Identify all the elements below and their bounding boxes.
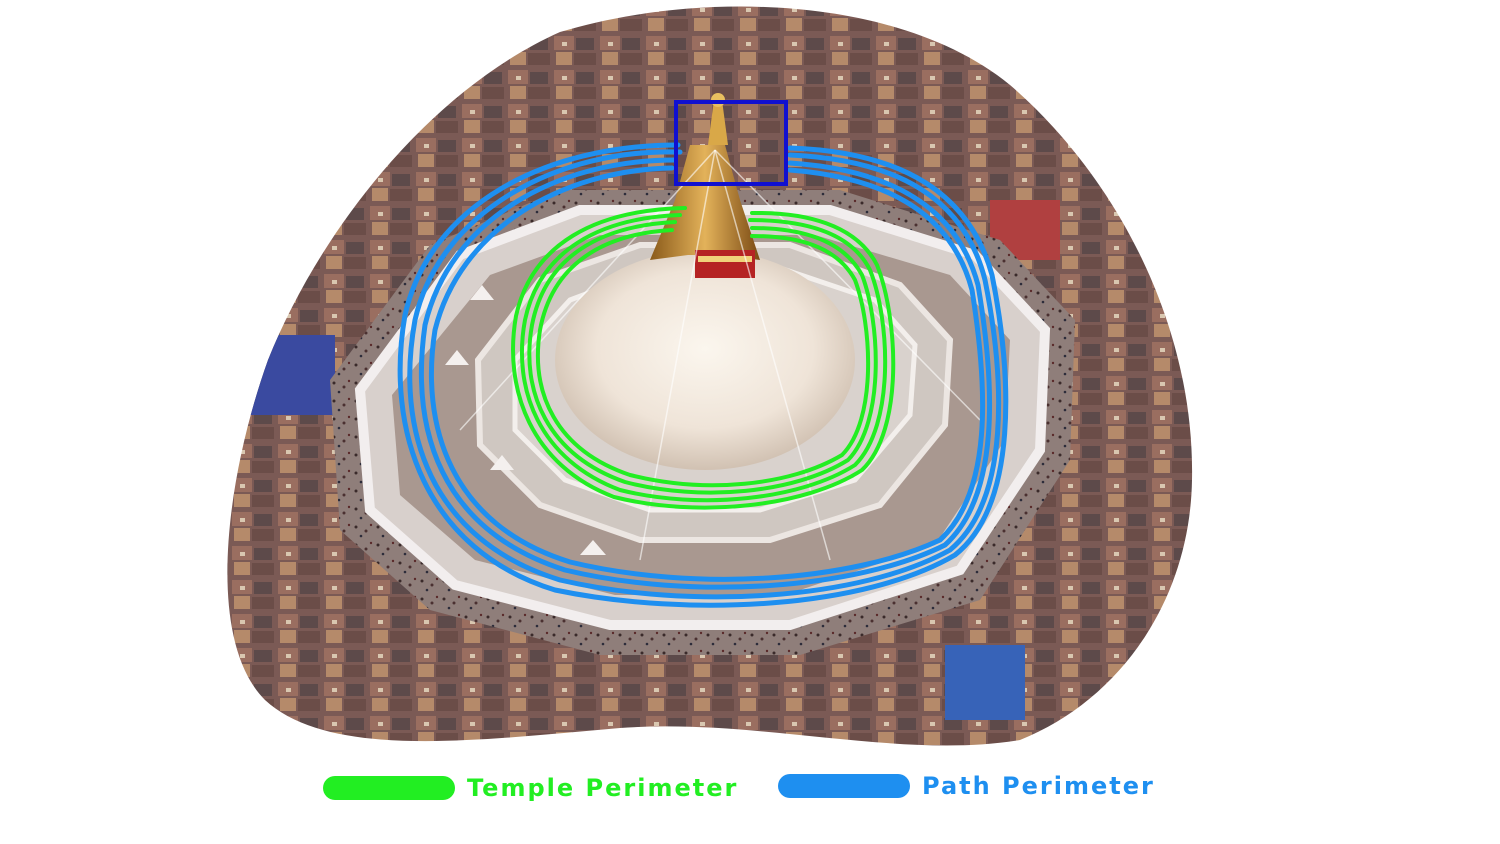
path-perimeter-outline <box>397 142 1009 608</box>
legend-temple-swatch <box>323 776 455 800</box>
legend-temple-label: Temple Perimeter <box>467 774 739 802</box>
temple-perimeter-outline <box>511 206 896 510</box>
legend-path-swatch <box>778 774 910 798</box>
spire-highlight-box <box>674 100 788 186</box>
legend-temple-perimeter: Temple Perimeter <box>323 774 738 802</box>
photo-area <box>227 6 1193 746</box>
legend-path-label: Path Perimeter <box>922 772 1155 800</box>
legend-path-perimeter: Path Perimeter <box>778 772 1155 800</box>
